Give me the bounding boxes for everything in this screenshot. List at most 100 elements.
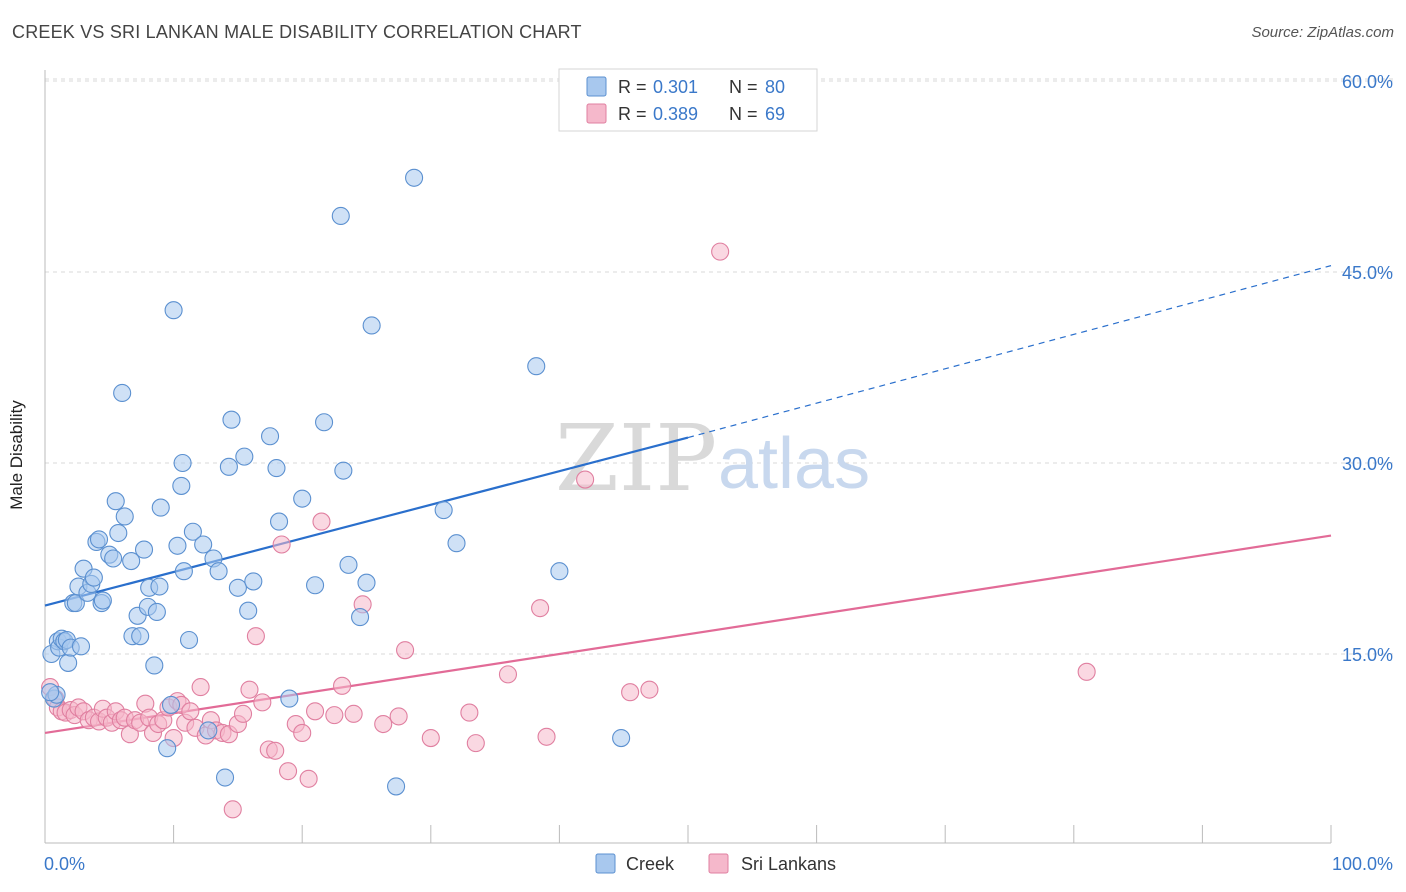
y-tick-label: 15.0% [1342,645,1393,665]
data-point-sri-lankans [576,470,595,489]
data-point-creek [147,602,166,622]
data-point-creek [183,522,202,541]
data-point-creek [173,453,192,473]
data-point-sri-lankans [240,680,259,699]
tick-labels: 15.0% 30.0% 45.0% 60.0% 0.0% 100.0% [44,72,1393,874]
legend-n-value-creek: 80 [765,77,785,97]
data-point-creek [222,410,241,429]
trend-line-creek-projection [687,265,1332,439]
data-point-creek [109,523,128,543]
watermark: ZIP atlas [555,405,870,512]
data-point-creek [104,549,123,568]
legend-r-label-sri-lankans: R = [618,104,647,124]
data-point-creek [357,573,376,592]
data-point-sri-lankans [374,714,393,734]
data-point-creek [115,507,134,526]
data-point-creek [41,683,60,702]
watermark-zip: ZIP [555,405,717,512]
data-point-creek [106,492,125,511]
data-point-creek [150,577,169,596]
data-point-creek [612,728,631,748]
data-point-sri-lankans [181,702,200,721]
data-point-sri-lankans [272,535,291,554]
data-point-sri-lankans [293,723,312,742]
data-point-creek [59,653,78,672]
data-point-creek [315,413,334,432]
data-point-creek [179,630,199,650]
data-point-creek [89,530,109,549]
data-point-creek [334,461,353,480]
data-point-sri-lankans [223,800,242,819]
data-point-creek [339,555,358,574]
data-point-creek [244,572,263,591]
data-point-creek [172,476,191,495]
data-point-creek [122,551,141,571]
legend-n-label-creek: N = [729,77,758,97]
data-point-creek [161,695,181,714]
data-point-sri-lankans [711,242,730,261]
legend-r-label-creek: R = [618,77,647,97]
data-point-creek [293,489,312,508]
watermark-atlas: atlas [718,424,870,504]
data-point-sri-lankans [253,693,272,712]
data-point-creek [434,501,453,520]
x-tick-label-max: 100.0% [1332,854,1393,874]
legend-r-value-creek: 0.301 [653,77,698,97]
legend-correlation: R = 0.301 N = 80 R = 0.389 N = 69 [558,68,818,132]
data-point-creek [362,316,381,335]
data-point-sri-lankans [344,704,363,723]
data-point-creek [131,627,150,646]
data-point-creek [270,512,289,531]
data-point-creek [199,721,218,740]
source-label: Source: ZipAtlas.com [1251,24,1394,41]
data-point-creek [267,459,286,478]
legend-series: Creek Sri Lankans [595,853,836,874]
y-tick-label: 45.0% [1342,263,1393,283]
x-tick-label-min: 0.0% [44,854,85,874]
legend-r-value-sri-lankans: 0.389 [653,104,698,124]
creek-points [41,168,631,796]
data-point-sri-lankans [1077,662,1096,681]
legend-swatch-creek [586,76,607,97]
data-point-creek [447,534,466,553]
data-point-creek [387,777,406,796]
data-point-sri-lankans [233,704,253,723]
data-point-creek [158,739,177,758]
data-point-creek [209,562,228,581]
legend-bottom-swatch-sri-lankans [708,853,729,874]
y-tick-label: 60.0% [1342,72,1393,92]
data-point-sri-lankans [266,741,285,760]
data-point-creek [168,536,187,555]
data-point-sri-lankans [333,676,352,695]
data-point-creek [113,383,132,403]
data-point-creek [235,447,254,466]
data-point-sri-lankans [621,683,640,702]
data-point-sri-lankans [460,703,479,722]
data-point-creek [331,206,350,226]
legend-n-label-sri-lankans: N = [729,104,758,124]
data-point-creek [151,498,170,517]
data-point-creek [174,562,193,581]
data-point-sri-lankans [537,727,556,746]
data-point-creek [145,656,164,675]
data-point-creek [306,576,325,595]
legend-n-value-sri-lankans: 69 [765,104,785,124]
data-point-creek [164,301,183,320]
data-point-creek [405,168,424,187]
data-point-sri-lankans [640,680,659,699]
data-point-creek [239,601,258,620]
data-point-sri-lankans [306,702,325,721]
data-point-creek [527,357,546,376]
data-point-sri-lankans [466,734,485,753]
axes [44,70,1332,844]
data-point-sri-lankans [396,641,415,660]
chart-title: CREEK VS SRI LANKAN MALE DISABILITY CORR… [12,22,582,42]
legend-bottom-label-sri-lankans: Sri Lankans [741,854,836,874]
data-point-creek [550,562,569,581]
data-point-sri-lankans [498,665,518,684]
data-point-sri-lankans [389,707,408,726]
data-point-creek [93,591,112,610]
data-point-creek [215,768,235,787]
legend-bottom-label-creek: Creek [626,854,675,874]
grid-lines [45,78,1394,655]
